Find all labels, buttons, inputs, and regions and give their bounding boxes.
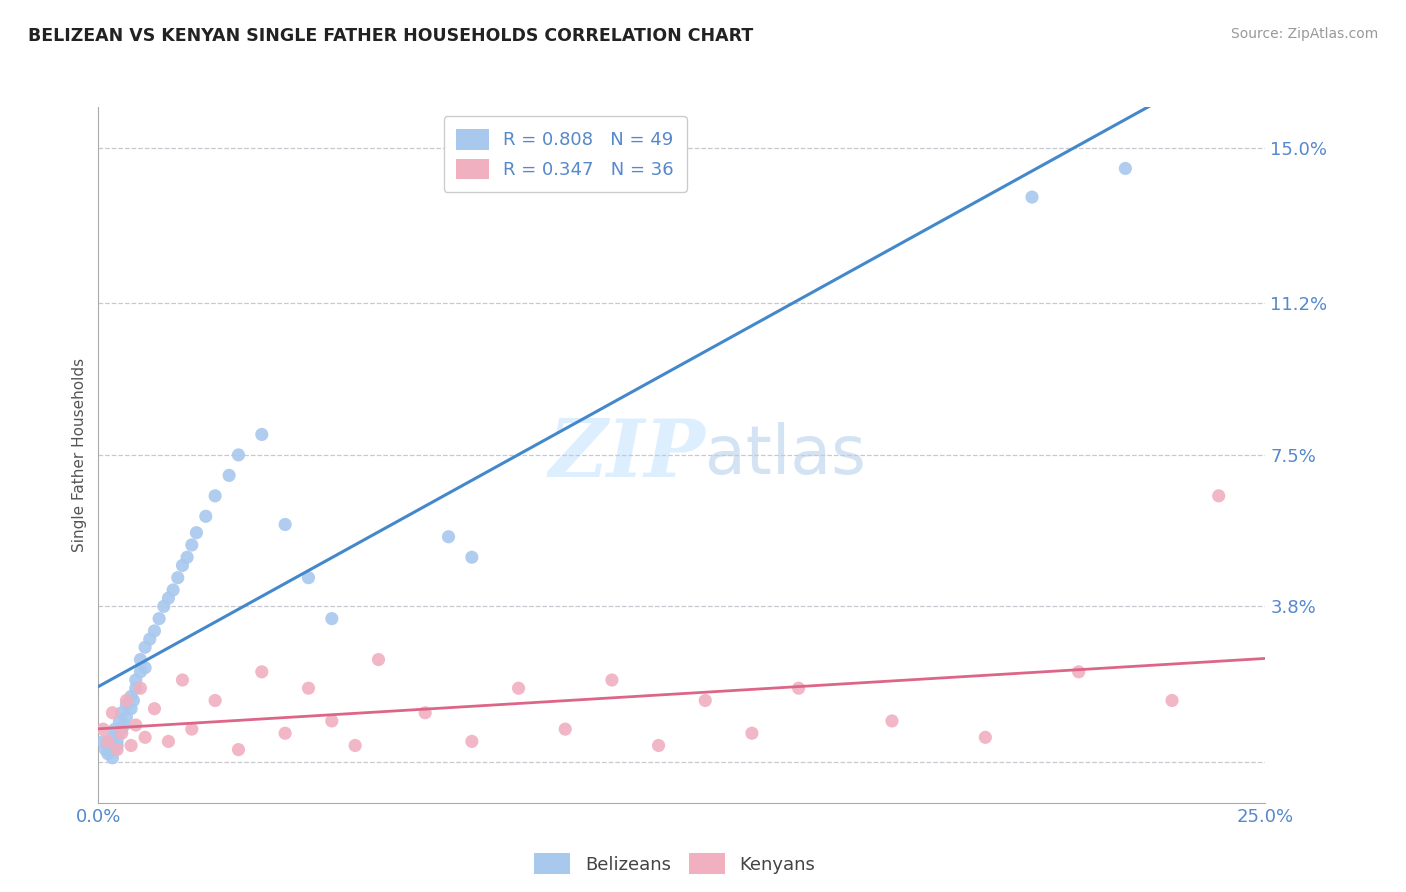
Point [143, 624, 166, 638]
Text: atlas: atlas [706, 422, 866, 488]
Point [321, 714, 343, 728]
Point [139, 632, 162, 646]
Point [194, 509, 217, 524]
Point [115, 698, 138, 712]
Point [97, 747, 120, 761]
Point [787, 681, 810, 696]
Point [120, 690, 142, 704]
Point [105, 734, 128, 748]
Point [125, 681, 148, 696]
Point [172, 673, 194, 687]
Point [1067, 665, 1090, 679]
Point [111, 706, 134, 720]
Point [125, 718, 148, 732]
Point [186, 525, 208, 540]
Point [413, 706, 436, 720]
Point [91, 734, 114, 748]
Point [228, 448, 250, 462]
Point [1114, 161, 1136, 176]
Point [974, 731, 997, 745]
Point [250, 427, 273, 442]
Point [880, 714, 903, 728]
Point [104, 742, 127, 756]
Point [115, 693, 138, 707]
Point [204, 693, 226, 707]
Point [91, 722, 114, 736]
Point [204, 489, 226, 503]
Point [122, 693, 145, 707]
Point [162, 582, 184, 597]
Point [1021, 190, 1043, 204]
Point [647, 739, 669, 753]
Point [108, 726, 131, 740]
Point [148, 612, 170, 626]
Point [1208, 489, 1230, 503]
Point [461, 734, 484, 748]
Point [437, 530, 460, 544]
Point [274, 517, 297, 532]
Point [129, 681, 152, 696]
Point [172, 558, 194, 573]
Point [297, 681, 319, 696]
Text: Source: ZipAtlas.com: Source: ZipAtlas.com [1230, 27, 1378, 41]
Point [98, 739, 121, 753]
Point [143, 701, 166, 715]
Point [297, 571, 319, 585]
Point [176, 550, 198, 565]
Point [157, 734, 180, 748]
Point [97, 734, 120, 748]
Point [125, 673, 148, 687]
Point [101, 731, 124, 745]
Point [111, 722, 134, 736]
Point [112, 718, 135, 732]
Point [741, 726, 763, 740]
Point [344, 739, 367, 753]
Point [115, 710, 138, 724]
Point [101, 706, 124, 720]
Legend: R = 0.808   N = 49, R = 0.347   N = 36: R = 0.808 N = 49, R = 0.347 N = 36 [444, 116, 686, 192]
Point [180, 538, 202, 552]
Point [274, 726, 297, 740]
Point [367, 652, 389, 666]
Point [108, 714, 131, 728]
Point [695, 693, 717, 707]
Point [134, 661, 156, 675]
Point [218, 468, 240, 483]
Point [111, 726, 134, 740]
Point [166, 571, 188, 585]
Point [321, 612, 343, 626]
Point [120, 739, 142, 753]
Point [554, 722, 576, 736]
Text: ZIP: ZIP [548, 417, 706, 493]
Point [157, 591, 180, 606]
Point [104, 722, 127, 736]
Point [228, 742, 250, 756]
Point [461, 550, 484, 565]
Point [152, 599, 174, 614]
Point [508, 681, 530, 696]
Point [180, 722, 202, 736]
Point [1161, 693, 1184, 707]
Point [94, 742, 117, 756]
Point [129, 652, 152, 666]
Y-axis label: Single Father Households: Single Father Households [72, 358, 87, 552]
Point [134, 640, 156, 655]
Point [105, 742, 128, 756]
Point [250, 665, 273, 679]
Point [134, 731, 156, 745]
Point [600, 673, 623, 687]
Point [129, 665, 152, 679]
Point [101, 751, 124, 765]
Point [120, 701, 142, 715]
Text: BELIZEAN VS KENYAN SINGLE FATHER HOUSEHOLDS CORRELATION CHART: BELIZEAN VS KENYAN SINGLE FATHER HOUSEHO… [28, 27, 754, 45]
Point [105, 739, 128, 753]
Legend: Belizeans, Kenyans: Belizeans, Kenyans [526, 844, 824, 883]
